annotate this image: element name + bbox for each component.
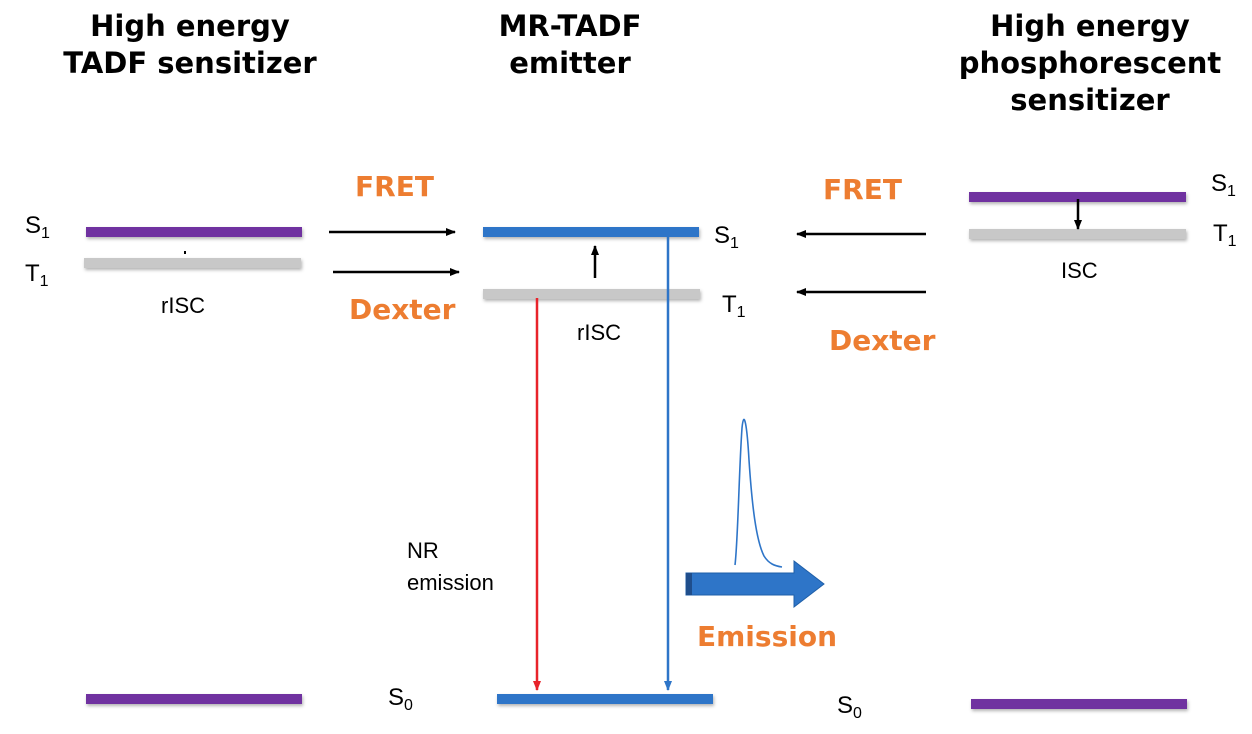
middle-s0-label: S0 bbox=[837, 692, 862, 722]
right-s1-label: S1 bbox=[1211, 170, 1236, 200]
dexter-right-label: Dexter bbox=[829, 324, 936, 357]
right-title-line-1: High energy bbox=[990, 9, 1190, 43]
left-t1-level bbox=[84, 258, 301, 268]
middle-column-title: MR-TADF emitter bbox=[440, 8, 700, 82]
dexter-left-label: Dexter bbox=[349, 293, 456, 326]
nr-emission-label-line-2: emission bbox=[407, 570, 494, 595]
isc-right-label: ISC bbox=[1061, 258, 1098, 283]
left-s1-level bbox=[86, 227, 302, 237]
nr-emission-label-line-1: NR bbox=[407, 538, 439, 563]
risc-left-label: rISC bbox=[161, 293, 205, 318]
right-t1-label: T1 bbox=[1213, 220, 1237, 250]
left-column-title: High energy TADF sensitizer bbox=[40, 8, 340, 82]
right-title-line-2: phosphorescent bbox=[958, 46, 1222, 80]
right-title-line-3: sensitizer bbox=[1010, 83, 1170, 117]
emission-spectrum-curve bbox=[734, 418, 783, 568]
middle-s1-label: S1 bbox=[714, 222, 739, 252]
left-s1-label: S1 bbox=[25, 212, 50, 242]
left-s0-label: S0 bbox=[388, 684, 413, 714]
middle-title-line-1: MR-TADF bbox=[498, 9, 642, 43]
fret-left-label: FRET bbox=[355, 170, 434, 203]
right-column-title: High energy phosphorescent sensitizer bbox=[945, 8, 1235, 119]
left-title-line-2: TADF sensitizer bbox=[63, 46, 317, 80]
right-s1-level bbox=[969, 192, 1186, 202]
middle-s0-level bbox=[497, 694, 713, 704]
left-dot bbox=[184, 251, 186, 254]
right-t1-level bbox=[969, 229, 1186, 239]
risc-middle-label: rISC bbox=[577, 320, 621, 345]
middle-t1-label: T1 bbox=[722, 291, 746, 321]
middle-title-line-2: emitter bbox=[509, 46, 631, 80]
emission-block-arrow bbox=[685, 559, 825, 609]
fret-right-label: FRET bbox=[823, 173, 902, 206]
middle-t1-level bbox=[483, 289, 700, 299]
left-s0-level bbox=[86, 694, 302, 704]
emission-label: Emission bbox=[697, 620, 837, 653]
left-title-line-1: High energy bbox=[90, 9, 290, 43]
right-s0-level bbox=[971, 699, 1187, 709]
middle-s1-level bbox=[483, 227, 699, 237]
left-t1-label: T1 bbox=[25, 260, 49, 290]
